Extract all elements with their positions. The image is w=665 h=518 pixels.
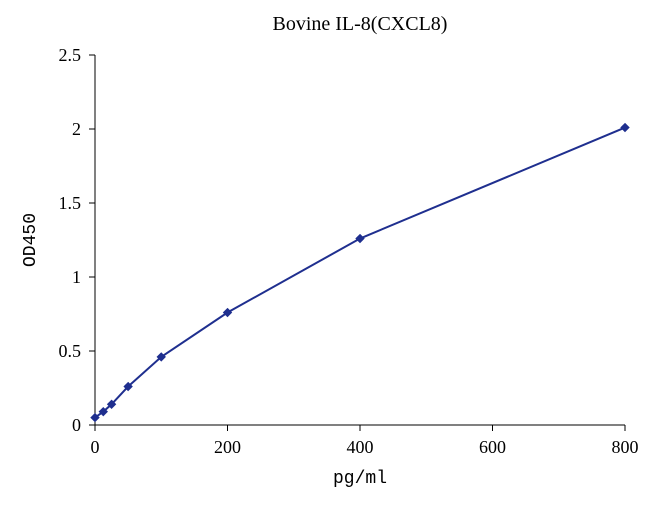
chart-title: Bovine IL-8(CXCL8) (273, 13, 448, 35)
y-axis-label: OD450 (21, 213, 41, 267)
y-tick-label: 2.5 (59, 45, 82, 65)
y-tick-label: 0.5 (59, 341, 82, 361)
data-marker (621, 124, 629, 132)
x-tick-label: 600 (479, 437, 506, 457)
y-tick-label: 1.5 (59, 193, 82, 213)
chart-svg: 0 200 400 600 800 0 0.5 1 1.5 2 2.5 Bovine IL-8(CXC… (0, 0, 665, 518)
x-tick-label: 0 (91, 437, 100, 457)
x-tick-label: 200 (214, 437, 241, 457)
data-marker (356, 235, 364, 243)
y-tick-label: 1 (72, 267, 81, 287)
x-tick-label: 800 (612, 437, 639, 457)
y-tick-label: 0 (72, 415, 81, 435)
series-line (95, 128, 625, 418)
x-axis-label: pg/ml (333, 469, 387, 489)
y-tick-label: 2 (72, 119, 81, 139)
x-tick-label: 400 (347, 437, 374, 457)
chart-container: 0 200 400 600 800 0 0.5 1 1.5 2 2.5 Bovine IL-8(CXC… (0, 0, 665, 518)
